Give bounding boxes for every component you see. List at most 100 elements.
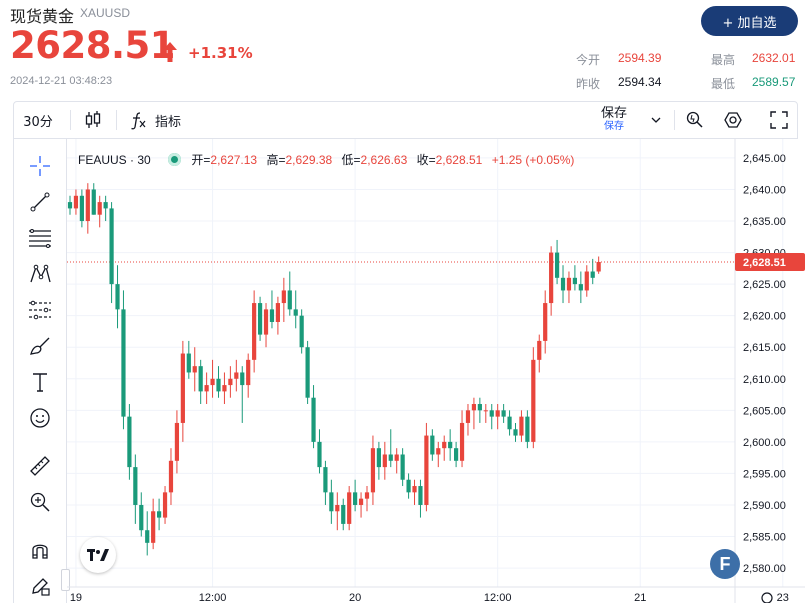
quote-timestamp: 2024-12-21 03:48:23 bbox=[10, 75, 113, 87]
candle-body bbox=[317, 441, 322, 468]
trend-line-icon[interactable] bbox=[24, 188, 56, 216]
candle-body bbox=[406, 479, 411, 493]
chevron-down-icon[interactable] bbox=[646, 102, 666, 138]
candle-body bbox=[145, 530, 150, 543]
chart-legend: FEAUUS · 30 开=2,627.13 高=2,629.38 低=2,62… bbox=[78, 151, 574, 168]
pattern-icon[interactable] bbox=[24, 260, 56, 288]
y-tick-label: 2,640.00 bbox=[743, 184, 786, 196]
candle-body bbox=[252, 303, 257, 360]
candle-body bbox=[79, 195, 84, 222]
legend-low-value: 2,626.63 bbox=[360, 153, 408, 167]
candle-body bbox=[477, 404, 482, 411]
candle-body bbox=[222, 385, 227, 392]
candle-body bbox=[97, 202, 102, 215]
candle-body bbox=[157, 511, 162, 518]
candle-body bbox=[299, 315, 304, 348]
horizontal-lines-icon[interactable] bbox=[24, 224, 56, 252]
legend-close-key: 收= bbox=[416, 153, 436, 167]
toolbar-divider bbox=[70, 110, 71, 130]
candle-body bbox=[596, 261, 601, 272]
candle-body bbox=[234, 372, 239, 379]
arrow-up-icon bbox=[163, 42, 177, 62]
projection-icon[interactable] bbox=[24, 296, 56, 324]
y-tick-label: 2,645.00 bbox=[743, 153, 786, 165]
candle-body bbox=[281, 290, 286, 304]
candle-body bbox=[335, 504, 340, 512]
y-tick-label: 2,590.00 bbox=[743, 500, 786, 512]
last-price-tag-label: 2,628.51 bbox=[743, 257, 786, 269]
y-tick-label: 2,620.00 bbox=[743, 311, 786, 323]
candle-body bbox=[85, 189, 90, 222]
candle-body bbox=[394, 454, 399, 461]
collapse-toolbar-handle[interactable] bbox=[61, 569, 70, 591]
candle-body bbox=[430, 435, 435, 455]
last-price-tag bbox=[735, 252, 805, 271]
zoom-in-icon[interactable] bbox=[24, 488, 56, 516]
y-tick-label: 2,610.00 bbox=[743, 374, 786, 386]
candle-body bbox=[442, 441, 447, 449]
instrument-symbol: XAUUSD bbox=[80, 6, 131, 20]
candle-body bbox=[525, 416, 530, 442]
x-tick-label: 19 bbox=[70, 592, 82, 603]
price-chart[interactable]: 2,580.00 2,585.00 2,590.00 2,595.00 2,600.00… bbox=[67, 139, 805, 603]
emoji-icon[interactable] bbox=[24, 404, 56, 432]
candlestick-icon[interactable] bbox=[78, 102, 108, 138]
candle-body bbox=[519, 416, 524, 436]
candle-body bbox=[269, 309, 275, 322]
pencil-lock-icon[interactable] bbox=[24, 572, 56, 600]
candle-body bbox=[572, 277, 577, 285]
candle-body bbox=[293, 309, 298, 316]
axis-settings-icon[interactable] bbox=[761, 592, 773, 603]
open-value: 2594.39 bbox=[618, 51, 662, 65]
candle-body bbox=[186, 353, 191, 373]
x-tick-label: 21 bbox=[634, 592, 646, 603]
prev-close-value: 2594.34 bbox=[618, 75, 662, 89]
function-icon[interactable] bbox=[126, 102, 150, 138]
candle-body bbox=[358, 498, 364, 505]
open-label: 今开 bbox=[576, 53, 601, 67]
candle-body bbox=[127, 416, 132, 468]
add-watchlist-button[interactable]: + 加自选 bbox=[701, 6, 798, 36]
candle-body bbox=[471, 404, 477, 411]
candle-body bbox=[198, 366, 203, 392]
text-tool-icon[interactable] bbox=[24, 368, 56, 396]
candle-body bbox=[192, 366, 197, 373]
candle-body bbox=[584, 271, 589, 291]
prev-close-label: 昨收 bbox=[576, 77, 601, 91]
candle-body bbox=[133, 467, 138, 505]
candle-body bbox=[370, 448, 376, 493]
candle-body bbox=[424, 435, 429, 505]
broker-logo: F bbox=[710, 549, 740, 579]
current-price: 2628.51 bbox=[10, 24, 176, 67]
candle-body bbox=[554, 252, 560, 278]
indicators-button[interactable]: 指标 bbox=[154, 114, 181, 130]
legend-high-key: 高= bbox=[266, 153, 286, 167]
legend-high-value: 2,629.38 bbox=[285, 153, 333, 167]
quick-search-icon[interactable] bbox=[680, 102, 710, 138]
candle-body bbox=[216, 378, 221, 392]
settings-icon[interactable] bbox=[718, 102, 748, 138]
fullscreen-icon[interactable] bbox=[764, 102, 794, 138]
candle-body bbox=[103, 202, 108, 209]
legend-open-value: 2,627.13 bbox=[210, 153, 258, 167]
magnet-icon[interactable] bbox=[24, 536, 56, 564]
candle-body bbox=[353, 492, 358, 505]
candle-body bbox=[465, 410, 471, 423]
ruler-icon[interactable] bbox=[24, 452, 56, 480]
brush-icon[interactable] bbox=[24, 332, 56, 360]
crosshair-icon[interactable] bbox=[24, 152, 56, 180]
y-tick-label: 2,585.00 bbox=[743, 532, 786, 544]
high-value: 2632.01 bbox=[752, 51, 796, 65]
candle-body bbox=[151, 511, 156, 543]
candle-body bbox=[382, 454, 387, 468]
candle-body bbox=[448, 441, 453, 449]
save-button[interactable]: 保存 保存 bbox=[594, 102, 634, 138]
candle-body bbox=[323, 467, 328, 493]
x-tick-label: 23 bbox=[777, 592, 789, 603]
interval-selector[interactable]: 30分 bbox=[23, 114, 53, 130]
candle-body bbox=[495, 410, 500, 417]
candle-body bbox=[263, 309, 269, 335]
candle-body bbox=[311, 397, 316, 442]
tradingview-logo[interactable] bbox=[80, 537, 116, 573]
save-sublabel: 保存 bbox=[604, 121, 624, 132]
